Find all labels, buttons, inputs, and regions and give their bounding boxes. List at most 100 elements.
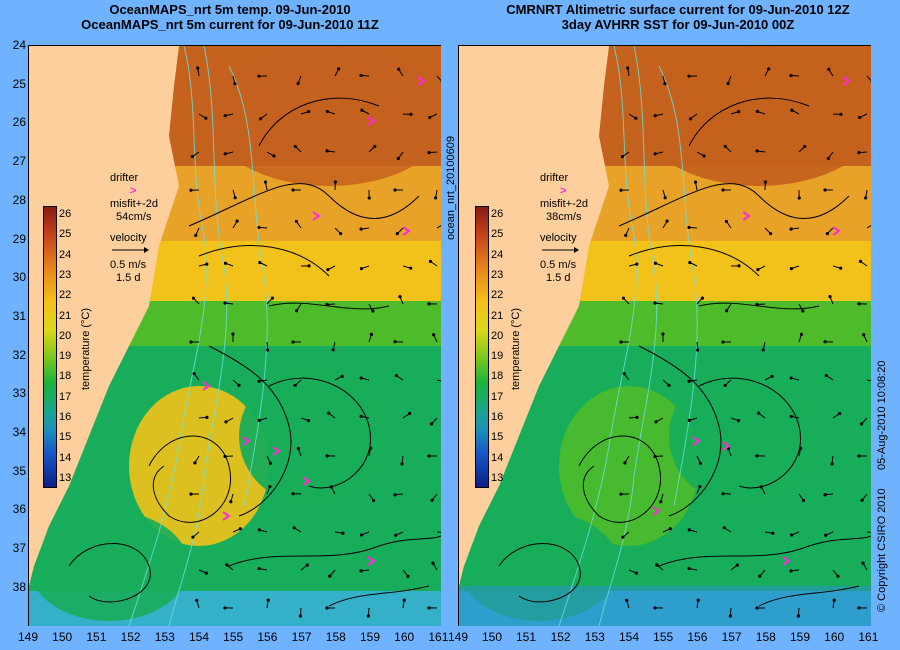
current-arrow-head bbox=[687, 225, 691, 230]
drifter-arrow bbox=[272, 446, 281, 456]
current-arrow-head bbox=[688, 260, 692, 265]
current-streamline bbox=[698, 302, 820, 310]
colorbar-tick: 21 bbox=[59, 309, 72, 322]
current-arrow-head bbox=[295, 309, 299, 313]
current-arrow-head bbox=[237, 383, 241, 387]
current-arrow-head bbox=[306, 419, 311, 423]
eddy-region bbox=[129, 386, 269, 546]
current-arrow-head bbox=[789, 569, 793, 573]
lon-tick: 155 bbox=[223, 630, 244, 644]
right-title-line1: CMRNRT Altimetric surface current for 09… bbox=[506, 2, 850, 17]
current-streamline bbox=[578, 435, 661, 523]
current-arrow-head bbox=[231, 332, 235, 336]
colorbar-tick: 15 bbox=[491, 431, 504, 444]
current-arrow-head bbox=[367, 196, 371, 200]
current-arrow-head bbox=[195, 598, 199, 602]
current-arrow-head bbox=[860, 498, 864, 502]
current-arrow-head bbox=[369, 332, 374, 336]
lat-tick: 26 bbox=[12, 115, 26, 130]
longitude-axis-left: 149 150 151 152 153 154 155 156 157 158 159 160 161 bbox=[18, 630, 448, 648]
current-streamline bbox=[658, 535, 871, 567]
colorbar-tick: 26 bbox=[59, 208, 72, 220]
current-arrow bbox=[436, 379, 441, 382]
drifter-arrow bbox=[722, 441, 731, 451]
current-arrow-head bbox=[653, 261, 658, 265]
current-arrow-head bbox=[796, 614, 801, 618]
current-arrow-head bbox=[687, 418, 691, 422]
current-arrow-head bbox=[755, 302, 759, 307]
current-arrow bbox=[866, 75, 871, 82]
lon-tick: 157 bbox=[721, 630, 742, 644]
current-arrow-head bbox=[393, 188, 397, 192]
current-arrow-head bbox=[369, 446, 373, 450]
velocity-arrow-icon bbox=[540, 245, 588, 259]
current-arrow-head bbox=[298, 614, 303, 618]
lat-tick: 28 bbox=[12, 192, 26, 207]
current-arrow-head bbox=[327, 411, 331, 415]
current-arrow-head bbox=[225, 563, 229, 567]
current-arrow-head bbox=[859, 422, 864, 426]
current-arrow-head bbox=[359, 414, 363, 418]
current-arrow-head bbox=[402, 598, 406, 602]
current-arrow-head bbox=[268, 484, 272, 489]
current-streamline bbox=[328, 585, 430, 607]
drifter-arrow bbox=[832, 226, 841, 236]
lat-tick: 33 bbox=[12, 386, 26, 401]
current-arrow-head bbox=[395, 232, 399, 236]
current-arrow-head bbox=[668, 527, 672, 531]
current-arrow-head bbox=[653, 301, 657, 305]
land-mass bbox=[29, 46, 179, 586]
map-panel-right[interactable] bbox=[458, 45, 871, 626]
lat-tick: 36 bbox=[12, 502, 26, 517]
misfit-label: misfit+-2d bbox=[540, 198, 588, 210]
current-arrow-head bbox=[756, 268, 760, 272]
current-arrow-head bbox=[394, 373, 398, 378]
lat-tick: 31 bbox=[12, 308, 26, 323]
lon-tick: 159 bbox=[359, 630, 381, 644]
colorbar-tick: 14 bbox=[59, 451, 72, 464]
colorbar-tick: 18 bbox=[491, 370, 504, 383]
current-arrow-head bbox=[293, 383, 297, 388]
current-arrow-head bbox=[328, 574, 332, 578]
current-streamline bbox=[228, 535, 441, 567]
current-arrow-head bbox=[721, 188, 725, 192]
current-arrow-head bbox=[427, 454, 431, 458]
current-streamline bbox=[208, 345, 292, 517]
land-mass bbox=[459, 46, 609, 586]
current-arrow-head bbox=[359, 73, 363, 78]
drifter-arrow bbox=[402, 226, 411, 236]
current-arrow-head bbox=[823, 340, 827, 344]
longitude-axis-right: 149 150 151 152 153 154 155 156 157 158 159 160 1… bbox=[448, 630, 878, 648]
current-arrow-head bbox=[838, 411, 842, 416]
current-arrow-head bbox=[797, 196, 801, 200]
bathymetry-contour bbox=[658, 65, 698, 507]
lat-tick: 25 bbox=[12, 76, 26, 91]
current-arrow-head bbox=[659, 500, 663, 504]
current-arrow-head bbox=[409, 266, 413, 270]
current-arrow-head bbox=[687, 379, 691, 383]
map-svg-left bbox=[29, 46, 441, 626]
current-arrow-head bbox=[373, 144, 377, 149]
bathymetry-contour bbox=[168, 46, 228, 626]
latitude-axis-left: 24 25 26 27 28 29 30 31 32 33 34 35 36 37 38 bbox=[0, 38, 28, 625]
current-streamline bbox=[688, 97, 810, 147]
current-arrow-head bbox=[723, 144, 727, 149]
current-arrow-head bbox=[257, 418, 261, 422]
drifter-label: drifter bbox=[110, 172, 139, 184]
current-arrow-head bbox=[427, 302, 431, 306]
current-arrow-head bbox=[857, 606, 861, 610]
current-arrow-head bbox=[801, 498, 806, 503]
cold-water-region bbox=[459, 586, 871, 626]
current-arrow-head bbox=[621, 296, 626, 300]
current-arrow bbox=[436, 75, 441, 82]
current-arrow-head bbox=[393, 493, 397, 497]
current-arrow-head bbox=[233, 82, 237, 86]
colorbar-tick: 19 bbox=[491, 350, 504, 363]
current-streamline bbox=[628, 245, 760, 277]
current-arrow-head bbox=[826, 156, 830, 161]
map-panel-left[interactable] bbox=[28, 45, 441, 626]
current-arrow-head bbox=[190, 154, 195, 159]
colorbar-tick: 22 bbox=[491, 289, 504, 302]
current-arrow-head bbox=[626, 66, 630, 70]
current-streamline bbox=[698, 377, 801, 489]
